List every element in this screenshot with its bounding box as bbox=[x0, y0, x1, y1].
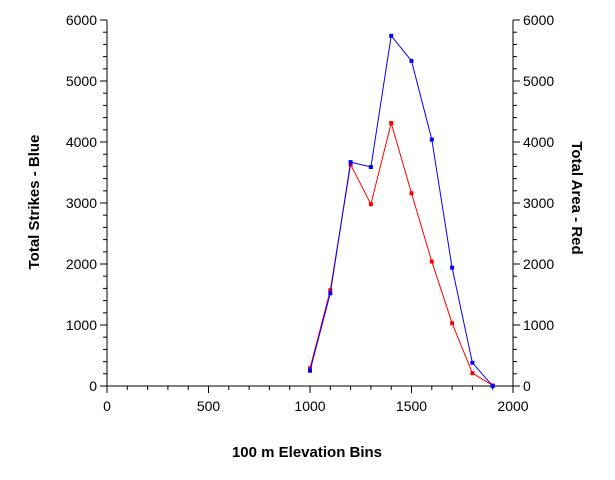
y-left-tick-label: 0 bbox=[89, 378, 97, 394]
data-point-strikes-blue bbox=[490, 384, 495, 388]
y-left-tick-label: 1000 bbox=[66, 317, 97, 333]
data-point-area-red bbox=[308, 366, 312, 371]
y-right-axis-title: Total Area - Red bbox=[568, 141, 585, 254]
x-tick-label: 500 bbox=[197, 398, 221, 414]
plot-frame bbox=[106, 20, 514, 387]
y-left-tick-label: 4000 bbox=[66, 134, 97, 150]
data-point-area-red bbox=[368, 202, 373, 207]
data-point-strikes-blue bbox=[328, 291, 333, 296]
y-right-tick-label: 2000 bbox=[523, 256, 554, 272]
data-point-area-red bbox=[389, 121, 394, 126]
series-layer bbox=[308, 33, 495, 388]
y-right-tick-label: 3000 bbox=[523, 195, 554, 211]
data-point-area-red bbox=[470, 371, 475, 376]
data-point-area-red bbox=[409, 191, 414, 196]
x-tick-label: 1000 bbox=[294, 398, 325, 414]
y-left-axis-title: Total Strikes - Blue bbox=[26, 135, 43, 270]
x-axis-ticks: 0 500 1000 1500 2000 bbox=[103, 386, 529, 414]
y-right-tick-label: 6000 bbox=[523, 12, 554, 28]
x-tick-label: 1500 bbox=[396, 398, 427, 414]
x-tick-label: 0 bbox=[103, 398, 111, 414]
series-line-area-red bbox=[309, 121, 493, 386]
y-right-tick-label: 0 bbox=[523, 378, 531, 394]
data-point-strikes-blue bbox=[368, 165, 373, 170]
x-tick-label: 2000 bbox=[497, 398, 528, 414]
data-point-strikes-blue bbox=[389, 33, 394, 38]
y-left-axis-ticks: 0 1000 2000 3000 4000 5000 6000 bbox=[66, 12, 107, 394]
data-point-area-red bbox=[429, 259, 434, 264]
y-right-tick-label: 1000 bbox=[523, 317, 554, 333]
data-point-strikes-blue bbox=[450, 265, 455, 270]
data-point-strikes-blue bbox=[308, 368, 312, 373]
series-strikes-blue bbox=[308, 33, 495, 388]
y-right-tick-label: 4000 bbox=[523, 134, 554, 150]
data-point-strikes-blue bbox=[429, 137, 434, 142]
data-point-strikes-blue bbox=[348, 160, 353, 165]
x-axis-title: 100 m Elevation Bins bbox=[232, 444, 382, 461]
y-left-tick-label: 2000 bbox=[66, 256, 97, 272]
data-point-strikes-blue bbox=[409, 58, 414, 63]
data-point-area-red bbox=[450, 321, 455, 326]
y-left-tick-label: 5000 bbox=[66, 73, 97, 89]
y-right-tick-label: 5000 bbox=[523, 73, 554, 89]
series-line-strikes-blue bbox=[309, 34, 494, 387]
y-left-tick-label: 6000 bbox=[66, 12, 97, 28]
y-left-tick-label: 3000 bbox=[66, 195, 97, 211]
y-right-axis-ticks: 0 1000 2000 3000 4000 5000 6000 bbox=[513, 12, 554, 394]
data-point-strikes-blue bbox=[470, 360, 475, 365]
